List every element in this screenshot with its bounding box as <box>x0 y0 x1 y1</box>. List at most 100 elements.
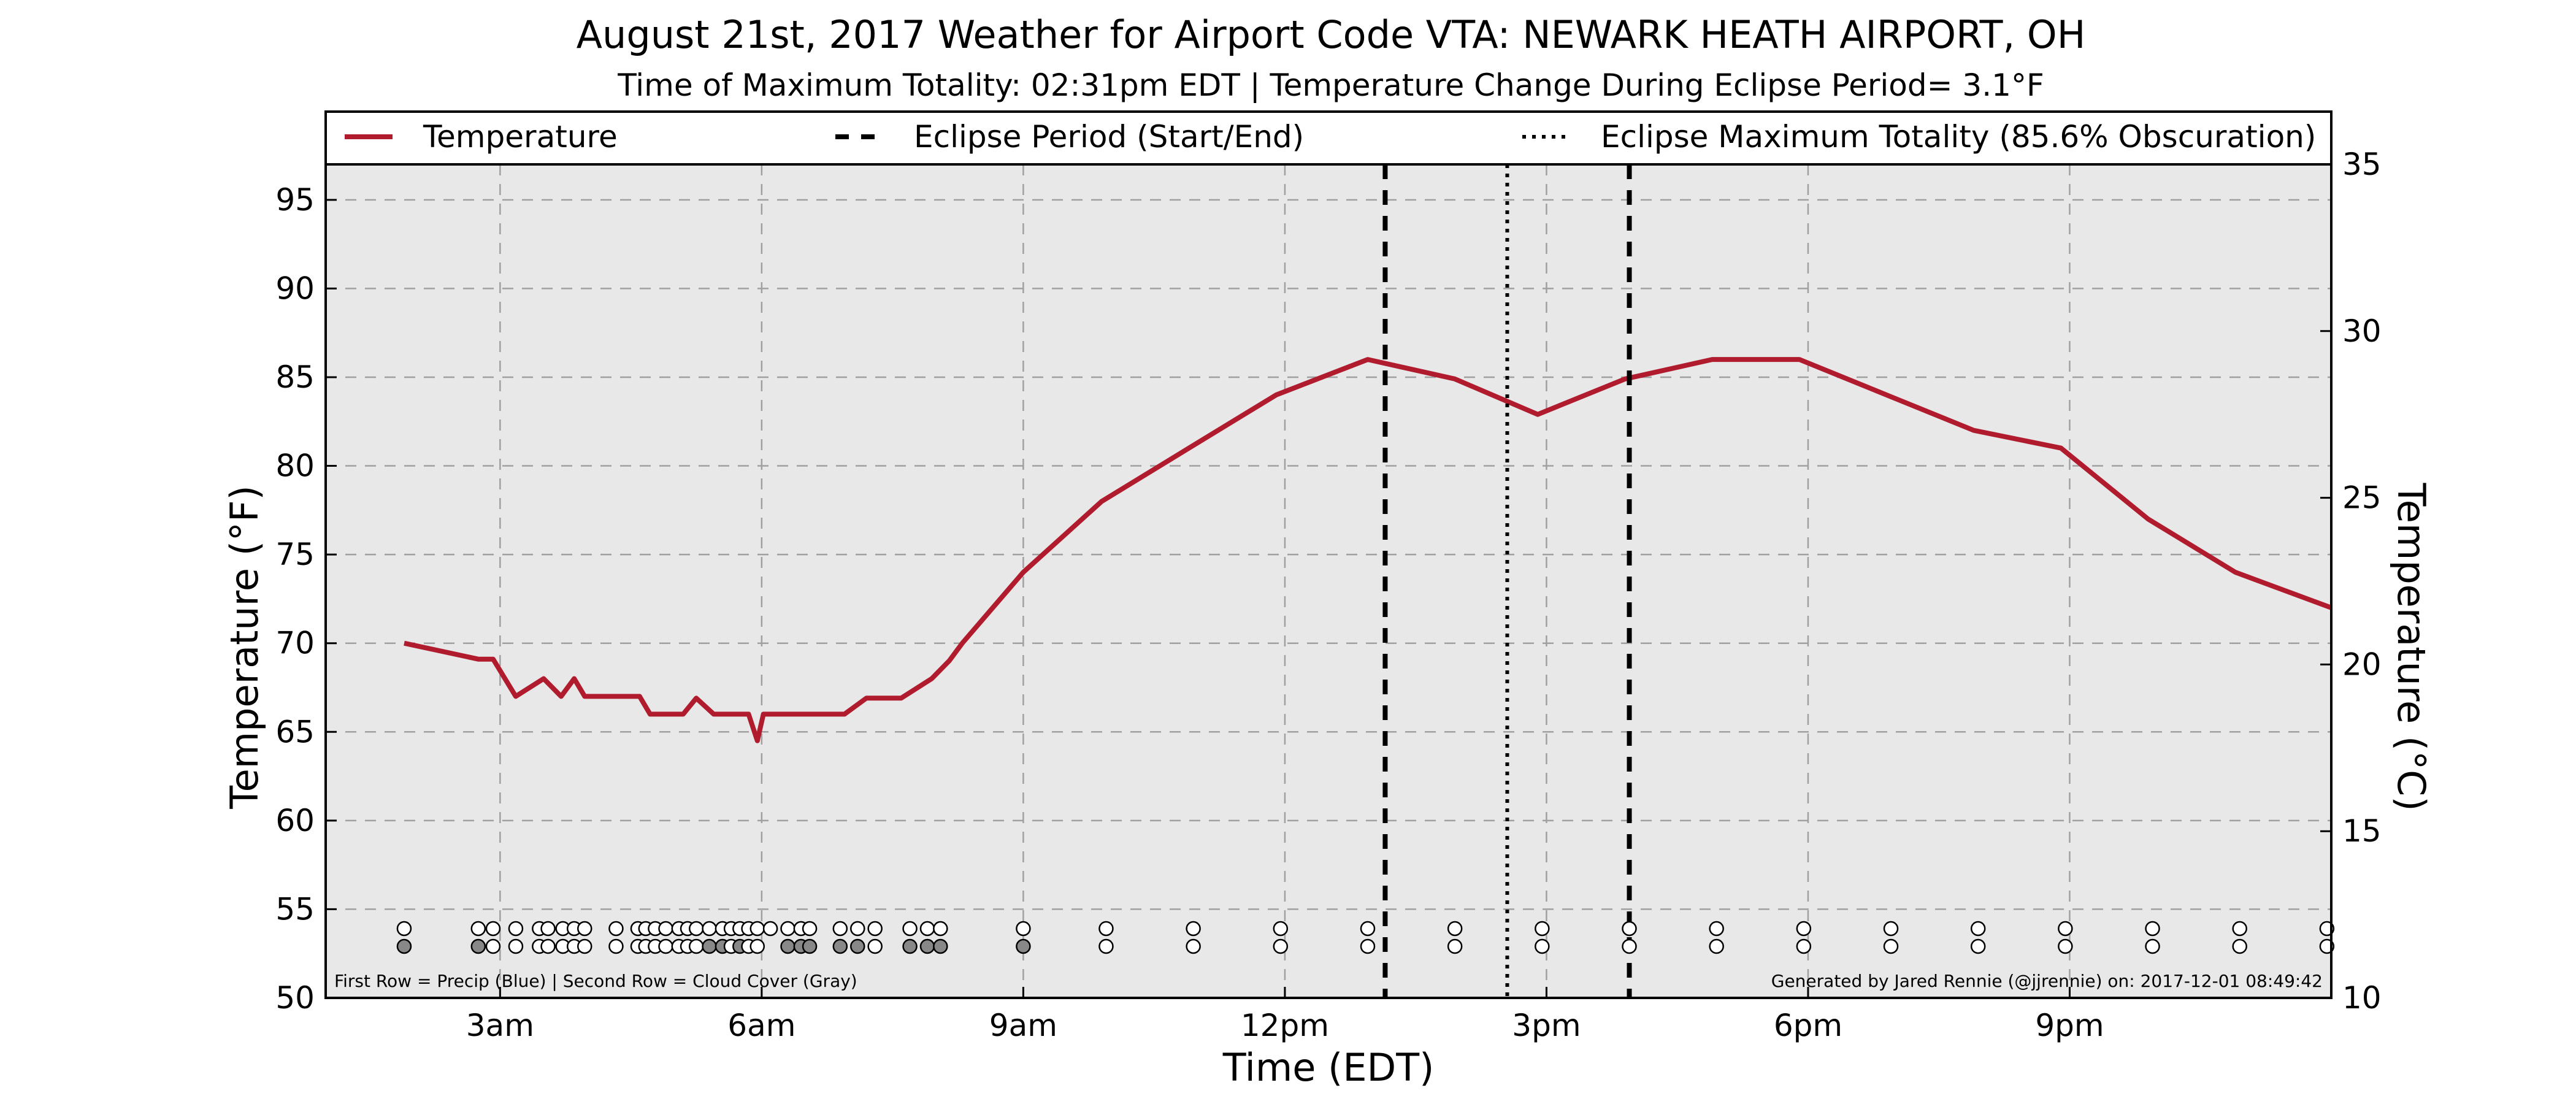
y-tick-label-right: 20 <box>2342 646 2382 682</box>
legend-box <box>324 110 2333 166</box>
cloud-cover-marker <box>2232 938 2247 954</box>
cloud-cover-marker <box>1273 938 1289 954</box>
cloud-cover-marker <box>508 938 524 954</box>
cloud-cover-marker <box>749 938 765 954</box>
y-tick-label-left: 50 <box>275 980 315 1016</box>
y-tick-label-left: 85 <box>275 359 315 395</box>
cloud-cover-marker <box>540 938 556 954</box>
precip-marker <box>1622 921 1637 937</box>
cloud-cover-marker <box>688 938 704 954</box>
y-axis-label-right: Temperature (°C) <box>2389 482 2434 811</box>
chart-title: August 21st, 2017 Weather for Airport Co… <box>577 12 2086 57</box>
x-tick-label: 3pm <box>1512 1008 1581 1043</box>
precip-marker <box>832 921 848 937</box>
plot-area: 50 55 60 65 70 75 80 85 90 95 10 15 20 25 30 35 3am 6am 9a… <box>275 147 2381 1043</box>
cloud-cover-marker <box>1186 938 1201 954</box>
y-tick-label-right: 35 <box>2342 147 2382 182</box>
precip-marker <box>485 921 501 937</box>
x-tick-label: 9am <box>989 1008 1057 1043</box>
legend: Temperature Eclipse Period (Start/End) E… <box>324 110 2333 166</box>
cloud-cover-marker <box>802 938 818 954</box>
precip-marker <box>780 921 795 937</box>
cloud-cover-marker <box>1709 938 1724 954</box>
precip-marker <box>867 921 883 937</box>
cloud-cover-marker <box>577 938 592 954</box>
precip-marker <box>1098 921 1114 937</box>
precip-marker <box>1360 921 1376 937</box>
y-tick-label-right: 10 <box>2342 980 2382 1016</box>
y-axis-label-left: Temperature (°F) <box>222 485 267 809</box>
y-tick-label-right: 25 <box>2342 480 2382 516</box>
precip-marker <box>1273 921 1289 937</box>
precip-marker <box>2058 921 2073 937</box>
cloud-cover-marker <box>658 938 673 954</box>
y-tick-label-left: 75 <box>275 537 315 572</box>
row-note: First Row = Precip (Blue) | Second Row =… <box>334 971 857 991</box>
cloud-cover-marker <box>608 938 624 954</box>
precip-marker <box>762 921 778 937</box>
precip-marker <box>1447 921 1463 937</box>
y-tick-label-left: 90 <box>275 270 315 306</box>
temperature-line <box>404 357 2333 743</box>
precip-marker <box>577 921 592 937</box>
y-tick-label-left: 80 <box>275 448 315 484</box>
x-tick-label: 9pm <box>2035 1008 2104 1043</box>
precip-marker <box>688 921 704 937</box>
cloud-cover-marker <box>2058 938 2073 954</box>
y-tick-label-left: 95 <box>275 182 315 218</box>
precip-marker <box>902 921 918 937</box>
cloud-cover-marker <box>1447 938 1463 954</box>
cloud-cover-marker <box>1016 938 1031 954</box>
y-tick-label-right: 15 <box>2342 813 2382 849</box>
plot-background <box>326 164 2331 998</box>
x-axis-label: Time (EDT) <box>1222 1045 1435 1090</box>
precip-marker <box>749 921 765 937</box>
x-tick-label: 6am <box>727 1008 795 1043</box>
precip-marker <box>2145 921 2160 937</box>
cloud-cover-marker <box>850 938 865 954</box>
y-tick-label-left: 55 <box>275 891 315 927</box>
precip-marker <box>1016 921 1031 937</box>
cloud-cover-marker <box>1883 938 1899 954</box>
cloud-cover-marker <box>933 938 948 954</box>
cloud-cover-marker <box>1796 938 1812 954</box>
cloud-cover-marker <box>1535 938 1550 954</box>
chart-subtitle: Time of Maximum Totality: 02:31pm EDT | … <box>617 67 2044 103</box>
precip-marker <box>850 921 865 937</box>
y-tick-label-left: 70 <box>275 626 315 661</box>
precip-marker <box>1796 921 1812 937</box>
precip-marker <box>1186 921 1201 937</box>
cloud-cover-marker <box>1360 938 1376 954</box>
cloud-cover-marker <box>470 938 486 954</box>
precip-marker <box>658 921 673 937</box>
precip-marker <box>933 921 948 937</box>
x-tick-label: 6pm <box>1774 1008 1842 1043</box>
precip-marker <box>1883 921 1899 937</box>
cloud-cover-marker <box>702 938 717 954</box>
cloud-cover-marker <box>396 938 412 954</box>
x-tick-label: 12pm <box>1241 1008 1329 1043</box>
cloud-cover-marker <box>902 938 918 954</box>
precip-marker <box>396 921 412 937</box>
legend-eclipse-period-label: Eclipse Period (Start/End) <box>914 119 1304 155</box>
x-tick-label: 3am <box>466 1008 534 1043</box>
credit-note: Generated by Jared Rennie (@jjrennie) on… <box>1771 971 2323 991</box>
precip-marker <box>540 921 556 937</box>
legend-max-totality-label: Eclipse Maximum Totality (85.6% Obscurat… <box>1601 119 2316 155</box>
precip-marker <box>1709 921 1724 937</box>
y-tick-label-left: 65 <box>275 714 315 749</box>
cloud-cover-marker <box>485 938 501 954</box>
precip-marker <box>919 921 935 937</box>
precip-marker <box>2232 921 2247 937</box>
precip-marker <box>802 921 818 937</box>
y-tick-label-right: 30 <box>2342 313 2382 349</box>
precip-marker <box>1535 921 1550 937</box>
cloud-cover-marker <box>1970 938 1986 954</box>
precip-marker <box>470 921 486 937</box>
cloud-cover-marker <box>1622 938 1637 954</box>
cloud-cover-marker <box>780 938 795 954</box>
legend-temperature-label: Temperature <box>423 119 618 155</box>
y-tick-label-left: 60 <box>275 803 315 838</box>
precip-marker <box>508 921 524 937</box>
